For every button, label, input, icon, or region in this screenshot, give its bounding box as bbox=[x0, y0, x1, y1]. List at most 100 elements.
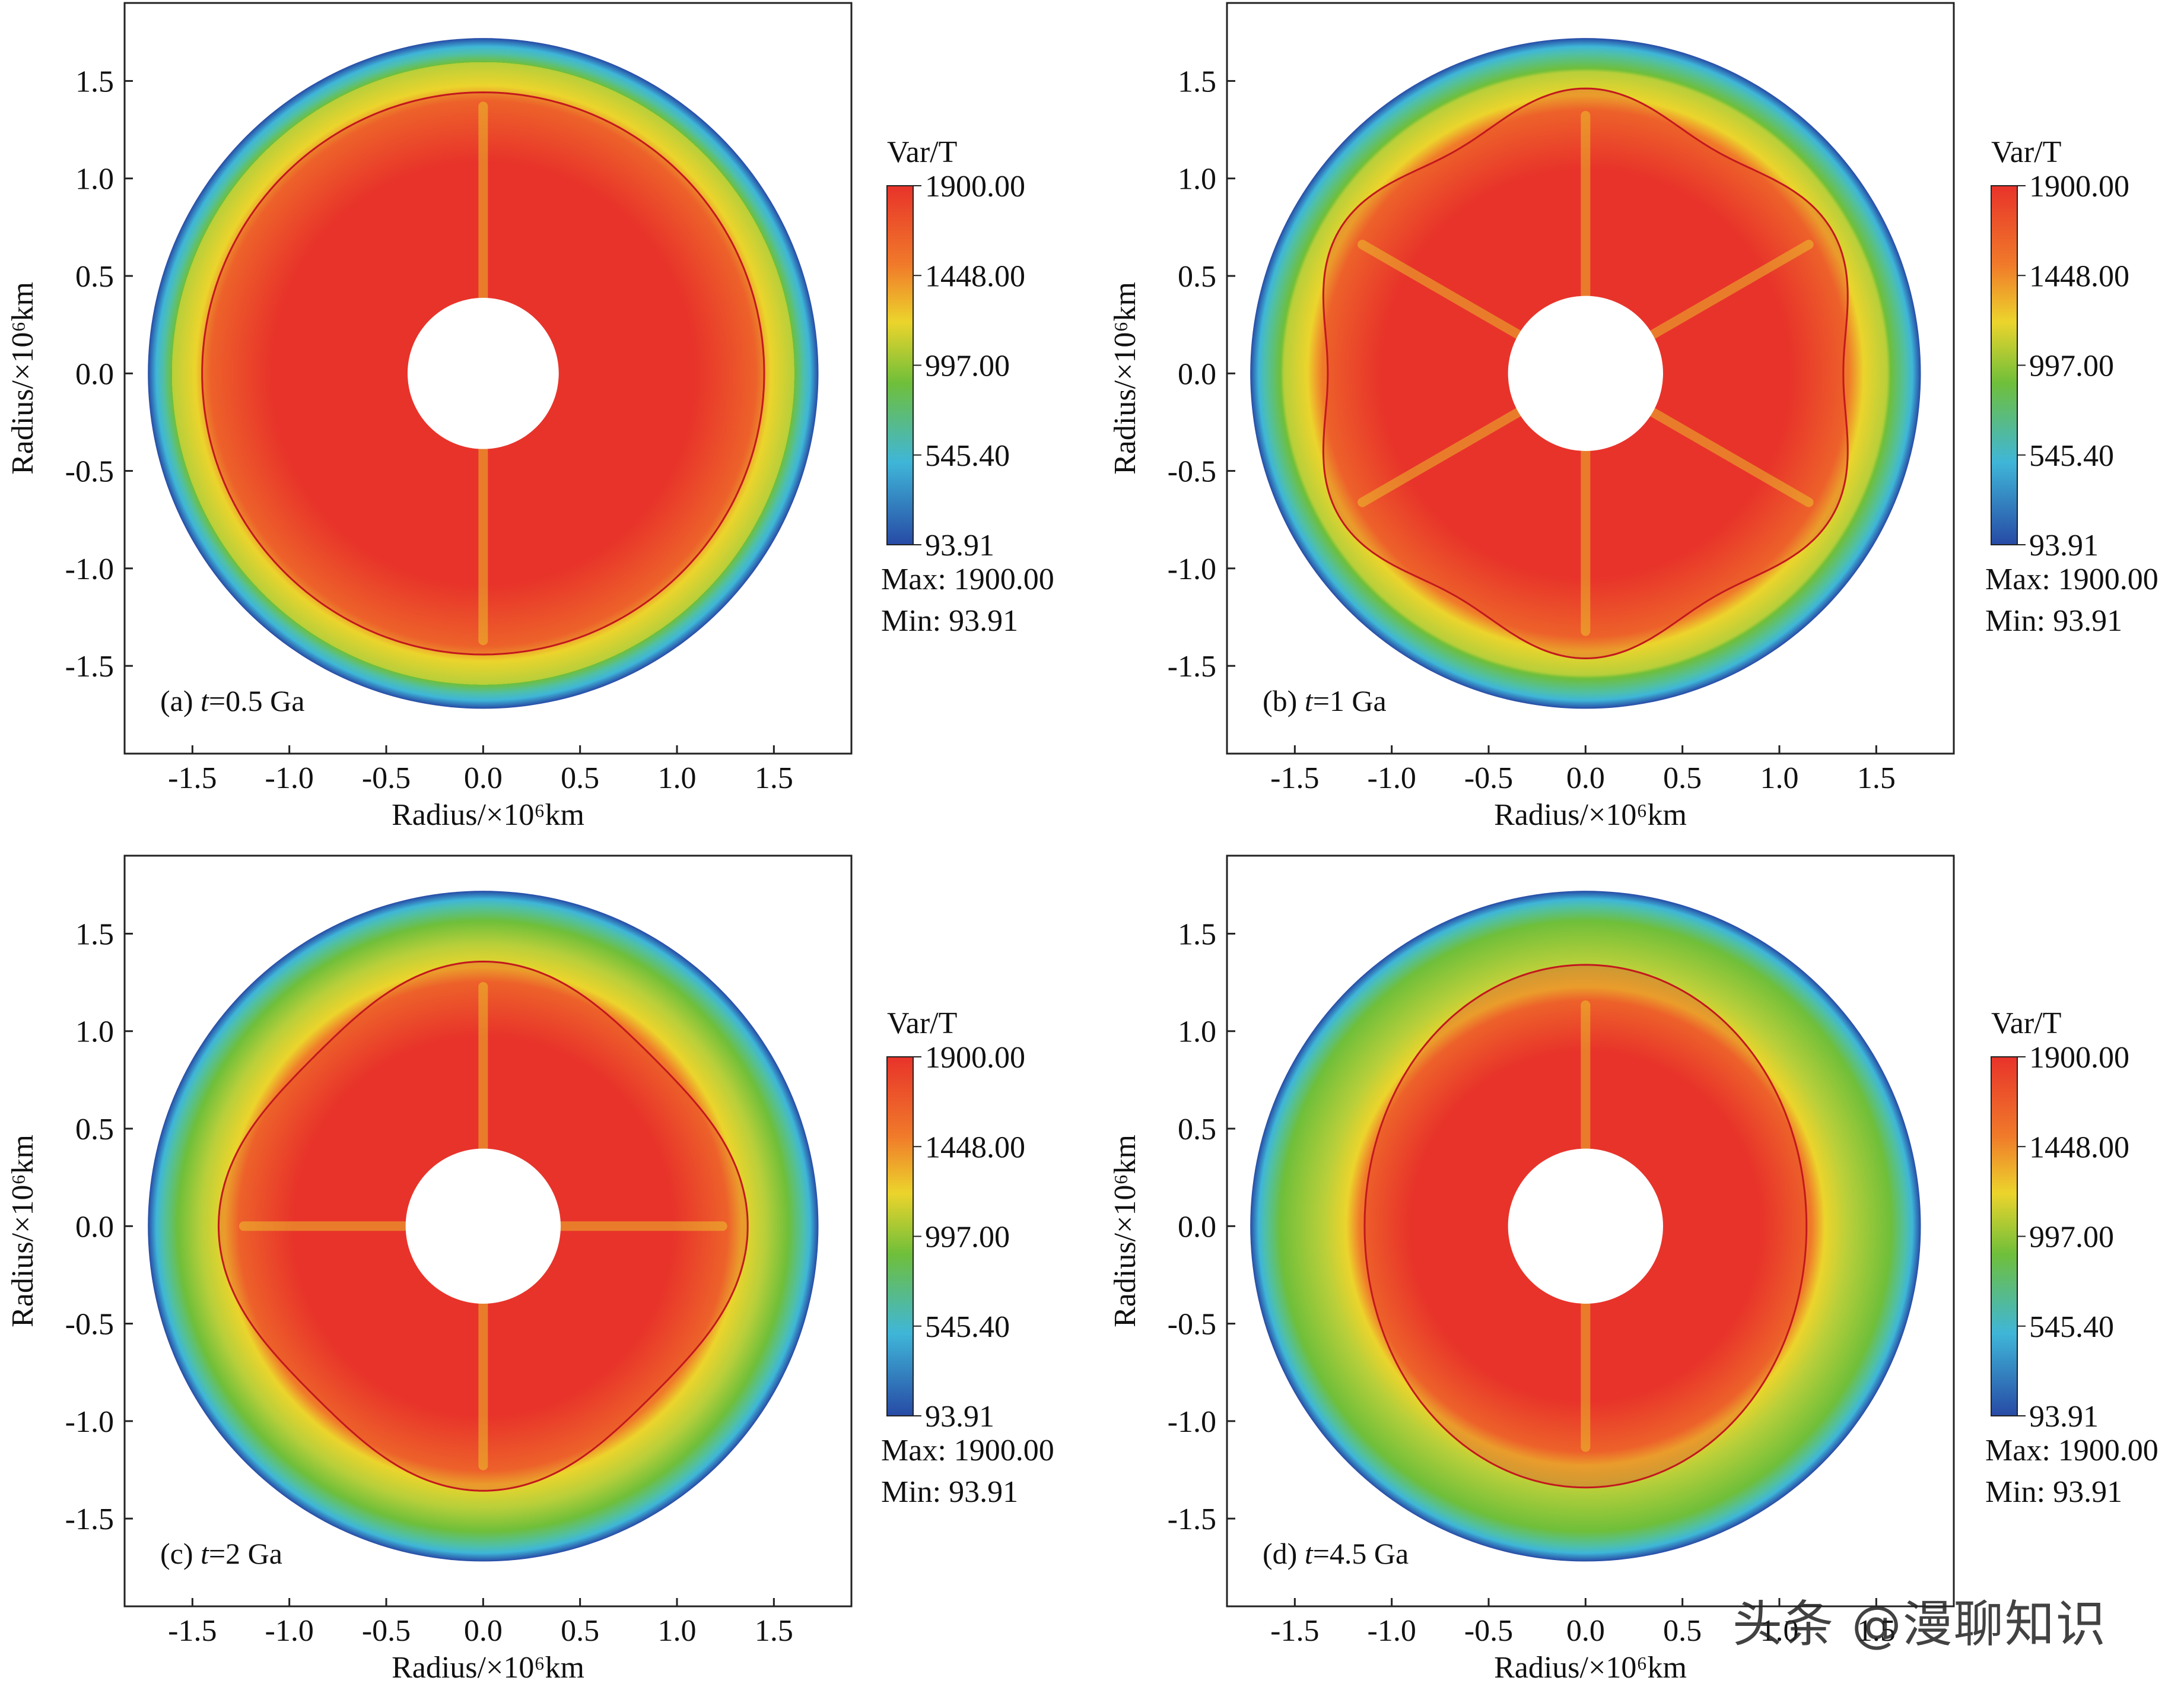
watermark-text: 头条 @漫聊知识 bbox=[1732, 1595, 2107, 1653]
x-tick-label: -1.5 bbox=[1270, 1614, 1319, 1648]
panel-label-time-var: t bbox=[1305, 1537, 1314, 1570]
panel-label: (a) t=0.5 Ga bbox=[160, 684, 304, 717]
panel-label-time-value: =4.5 Ga bbox=[1313, 1537, 1409, 1570]
colorbar-title: Var/T bbox=[1991, 135, 2061, 169]
y-tick-label: 0.0 bbox=[1178, 1210, 1216, 1244]
x-tick-label: -1.0 bbox=[1368, 761, 1416, 795]
y-tick-label: 0.5 bbox=[75, 1113, 114, 1146]
colorbar-min-label: Min: 93.91 bbox=[1985, 1475, 2122, 1509]
x-tick-label: 0.5 bbox=[561, 761, 599, 795]
y-tick-label: 1.5 bbox=[75, 917, 114, 951]
x-tick-label: 0.0 bbox=[1566, 1614, 1605, 1648]
y-tick-label: 1.5 bbox=[1178, 65, 1216, 99]
panel-label-time-value: =0.5 Ga bbox=[209, 684, 305, 717]
colorbar bbox=[1991, 1056, 2018, 1416]
isotherm-contour bbox=[1363, 964, 1808, 1489]
x-tick-label: 1.0 bbox=[658, 761, 697, 795]
x-tick-label: 1.0 bbox=[1760, 1614, 1799, 1648]
colorbar-max-label: Max: 1900.00 bbox=[1985, 1434, 2158, 1467]
y-tick-label: 1.5 bbox=[75, 65, 114, 99]
x-tick-label: -0.5 bbox=[362, 761, 411, 795]
panel-label-time-var: t bbox=[1305, 684, 1314, 717]
y-tick-label: -1.5 bbox=[1168, 1502, 1216, 1536]
x-tick-label: -0.5 bbox=[362, 1614, 411, 1648]
y-axis-label: Radius/×10⁶km bbox=[6, 282, 40, 475]
colorbar-title: Var/T bbox=[887, 1006, 957, 1040]
panel-label-letter: (d) bbox=[1263, 1537, 1305, 1570]
colorbar-tick-label: 93.91 bbox=[925, 1400, 994, 1434]
colorbar bbox=[886, 1056, 914, 1416]
colorbar-min-label: Min: 93.91 bbox=[881, 604, 1018, 638]
colorbar-tick-label: 545.40 bbox=[925, 439, 1010, 473]
x-tick-label: 0.5 bbox=[561, 1614, 599, 1648]
panel-b: -1.5 -1.0 -0.5 0.0 0.5 1.0 1.5 1.5 1.0 0.5 0.0 -0.5… bbox=[1108, 2, 2158, 832]
panel-label-time-value: =2 Ga bbox=[209, 1537, 282, 1570]
x-axis-label: Radius/×10⁶km bbox=[1494, 798, 1687, 832]
colorbar-tick-label: 1448.00 bbox=[2029, 1130, 2129, 1164]
colorbar-tick-label: 93.91 bbox=[925, 529, 994, 563]
x-tick-label: 1.5 bbox=[755, 1614, 793, 1648]
x-tick-label: 1.0 bbox=[658, 1614, 697, 1648]
y-tick-label: 1.0 bbox=[1178, 1015, 1216, 1049]
y-tick-label: 0.0 bbox=[75, 1210, 114, 1244]
plume-streak bbox=[1648, 240, 1814, 339]
panel-label-time-var: t bbox=[201, 1537, 209, 1570]
panel-label: (c) t=2 Ga bbox=[160, 1537, 282, 1570]
isotherm-contour bbox=[217, 960, 749, 1492]
y-tick-label: -1.0 bbox=[1168, 1405, 1216, 1439]
x-tick-label: -1.5 bbox=[168, 1614, 217, 1648]
core-hole bbox=[407, 297, 559, 449]
y-tick-label: 0.0 bbox=[75, 357, 114, 391]
x-tick-label: -0.5 bbox=[1464, 1614, 1513, 1648]
colorbar bbox=[886, 185, 914, 545]
panel-a: -1.5 -1.0 -0.5 0.0 0.5 1.0 1.5 1.5 1.0 0.5 0.0 -0.5… bbox=[6, 2, 1054, 832]
colorbar-tick-label: 1900.00 bbox=[925, 170, 1025, 204]
panel-label-time-value: =1 Ga bbox=[1313, 684, 1387, 717]
colorbar-tick-label: 1900.00 bbox=[925, 1041, 1025, 1075]
y-axis-label: Radius/×10⁶km bbox=[1108, 282, 1142, 475]
x-axis-label: Radius/×10⁶km bbox=[392, 798, 584, 832]
panel-label-letter: (b) bbox=[1263, 684, 1305, 717]
panel-c: -1.5 -1.0 -0.5 0.0 0.5 1.0 1.5 1.5 1.0 0.5 0.0 -0.5… bbox=[6, 854, 1054, 1685]
plume-streak bbox=[1358, 240, 1524, 339]
colorbar-max-label: Max: 1900.00 bbox=[881, 563, 1054, 596]
x-tick-label: 1.0 bbox=[1760, 761, 1799, 795]
colorbar-tick-label: 1448.00 bbox=[2029, 259, 2129, 293]
colorbar-tick-label: 1900.00 bbox=[2029, 170, 2129, 204]
panel-label: (d) t=4.5 Ga bbox=[1263, 1537, 1409, 1570]
core-hole bbox=[405, 1148, 561, 1304]
colorbar-tick-label: 997.00 bbox=[2029, 1221, 2114, 1254]
x-tick-label: -1.5 bbox=[1270, 761, 1319, 795]
colorbar-tick-label: 1448.00 bbox=[925, 259, 1025, 293]
panel-d: -1.5 -1.0 -0.5 0.0 0.5 1.0 1.5 1.5 1.0 0.5 0.0 -0.5… bbox=[1108, 854, 2158, 1685]
panel-label-time-var: t bbox=[201, 684, 209, 717]
x-tick-label: 1.5 bbox=[1857, 761, 1896, 795]
panel-label-letter: (a) bbox=[160, 684, 201, 717]
colorbar-tick-label: 997.00 bbox=[925, 350, 1010, 383]
colorbar-tick-label: 1448.00 bbox=[925, 1130, 1025, 1164]
y-tick-label: -0.5 bbox=[65, 1308, 114, 1342]
isotherm-contour bbox=[1322, 87, 1849, 660]
core-hole bbox=[1508, 1148, 1663, 1304]
panel-label: (b) t=1 Ga bbox=[1263, 684, 1387, 717]
panel-label-letter: (c) bbox=[160, 1537, 201, 1570]
y-tick-label: 0.5 bbox=[1178, 1113, 1216, 1146]
y-tick-label: -0.5 bbox=[1168, 1308, 1216, 1342]
y-tick-label: 1.0 bbox=[75, 163, 114, 196]
x-tick-label: 0.5 bbox=[1663, 761, 1702, 795]
colorbar-tick-label: 545.40 bbox=[2029, 1310, 2114, 1344]
colorbar-title: Var/T bbox=[887, 135, 957, 169]
y-tick-label: -1.5 bbox=[65, 650, 114, 684]
y-tick-label: -1.0 bbox=[65, 552, 114, 586]
x-tick-label: 0.0 bbox=[464, 1614, 503, 1648]
y-axis-label: Radius/×10⁶km bbox=[6, 1135, 40, 1327]
x-tick-label: -1.0 bbox=[265, 1614, 314, 1648]
y-tick-label: 0.0 bbox=[1178, 357, 1216, 391]
y-tick-label: -0.5 bbox=[65, 455, 114, 489]
colorbar-max-label: Max: 1900.00 bbox=[881, 1434, 1054, 1467]
colorbar-min-label: Min: 93.91 bbox=[881, 1475, 1018, 1509]
y-tick-label: 0.5 bbox=[1178, 260, 1216, 294]
y-tick-label: -1.0 bbox=[1168, 552, 1216, 586]
x-axis-label: Radius/×10⁶km bbox=[392, 1651, 584, 1685]
